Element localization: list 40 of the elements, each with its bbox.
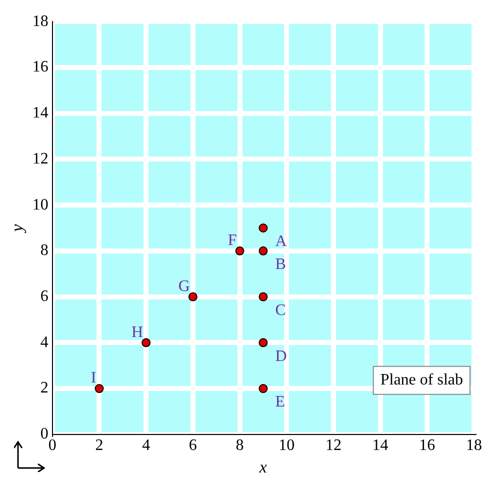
y-tick-label: 8 bbox=[40, 242, 48, 260]
y-tick-label: 6 bbox=[40, 288, 48, 306]
annotation: B bbox=[275, 256, 286, 274]
annotation: D bbox=[275, 348, 287, 365]
annotation: Plane of slab bbox=[380, 372, 464, 389]
annotation: G bbox=[178, 278, 190, 296]
y-tick-label: 4 bbox=[40, 334, 48, 351]
point bbox=[258, 224, 268, 232]
x-tick-label: 12 bbox=[325, 437, 342, 454]
y-tick-label: 16 bbox=[32, 58, 48, 76]
point bbox=[188, 292, 198, 302]
point bbox=[235, 246, 244, 256]
annotation: A bbox=[275, 233, 288, 250]
annotation: I bbox=[90, 370, 96, 387]
y-tick-label: 0 bbox=[40, 426, 48, 443]
x-tick-label: 4 bbox=[142, 437, 150, 454]
x-tick-label: 14 bbox=[372, 437, 388, 454]
x-tick-label: 10 bbox=[278, 437, 295, 454]
point bbox=[142, 338, 151, 348]
y-axis-title: y bbox=[8, 224, 27, 234]
point bbox=[258, 292, 268, 302]
annotation: H bbox=[132, 324, 144, 341]
x-tick-label: 6 bbox=[188, 437, 197, 454]
y-tick-label: 18 bbox=[32, 12, 48, 30]
y-tick-label: 14 bbox=[32, 104, 48, 122]
x-axis-title: x bbox=[258, 457, 268, 476]
x-tick-label: 16 bbox=[419, 437, 436, 454]
x-tick-label: 8 bbox=[236, 437, 244, 454]
point bbox=[258, 384, 268, 394]
x-tick-label: 2 bbox=[95, 437, 104, 454]
y-tick-label: 2 bbox=[40, 380, 48, 397]
annotation: F bbox=[228, 232, 237, 250]
x-tick-label: 18 bbox=[466, 437, 482, 454]
point bbox=[94, 384, 104, 394]
annotation: E bbox=[275, 394, 285, 411]
annotation: C bbox=[275, 302, 286, 320]
point bbox=[258, 338, 268, 348]
y-tick-label: 10 bbox=[32, 196, 48, 214]
point bbox=[258, 246, 268, 256]
y-tick-label: 12 bbox=[32, 150, 48, 168]
